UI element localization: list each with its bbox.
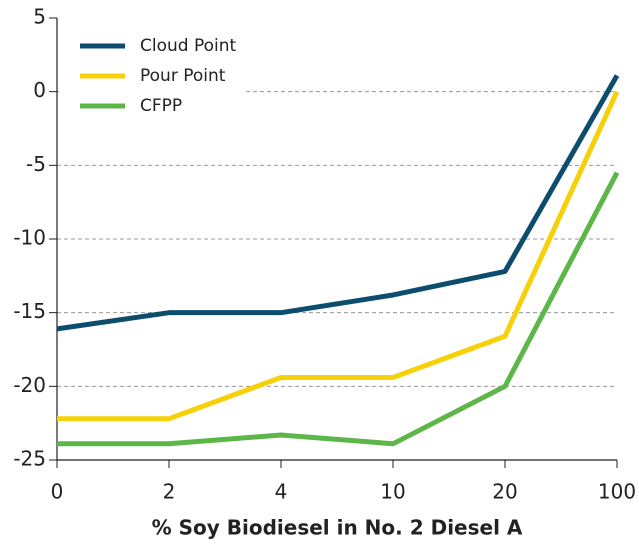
y-tick-label: -20 — [13, 373, 46, 397]
x-tick-label: 100 — [598, 480, 636, 504]
legend-label: CFPP — [140, 96, 182, 116]
x-axis-title: % Soy Biodiesel in No. 2 Diesel A — [152, 516, 523, 540]
series-line — [56, 74, 620, 332]
y-tick-label: 0 — [33, 78, 46, 102]
series-line — [57, 90, 620, 422]
y-tick-label: -5 — [26, 152, 46, 176]
x-tick-label: 10 — [380, 480, 405, 504]
x-tick-label: 2 — [163, 480, 176, 504]
y-tick-label: -10 — [13, 226, 46, 250]
legend-label: Cloud Point — [140, 36, 237, 56]
x-tick-label: 4 — [275, 480, 288, 504]
y-tick-label: -25 — [13, 447, 46, 471]
x-tick-label: 20 — [492, 480, 517, 504]
legend-label: Pour Point — [140, 66, 226, 86]
x-tick-label: 0 — [51, 480, 64, 504]
y-tick-label: -15 — [13, 299, 46, 323]
series-line — [57, 171, 620, 447]
y-tick-label: 5 — [33, 5, 46, 29]
